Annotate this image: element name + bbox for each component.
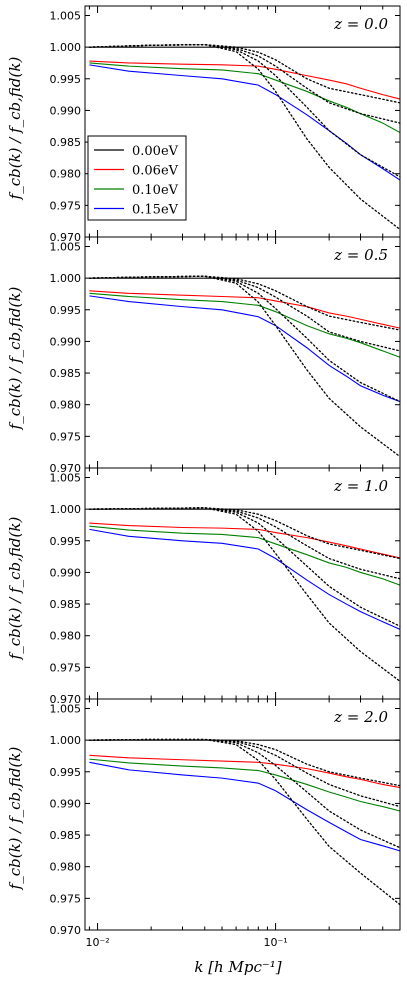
y-tick-label: 1.000 <box>50 734 82 747</box>
y-tick-label: 0.990 <box>50 335 82 348</box>
legend-entry: 0.10eV <box>132 183 179 198</box>
panels: 0.970 0.975 0.980 0.985 0.990 0.995 1.000 1.005… <box>50 5 401 949</box>
y-tick-label: 0.970 <box>50 693 82 706</box>
x-tick-label: 10⁻² <box>85 936 109 949</box>
z-label: z = 0.0 <box>333 15 388 33</box>
series-0.06eV <box>89 754 401 789</box>
dotted-curve-4 <box>88 43 401 104</box>
y-tick-label: 1.000 <box>50 503 82 516</box>
y-tick-label: 0.975 <box>50 892 82 905</box>
y-tick-label: 1.005 <box>50 9 82 22</box>
y-tick-label: 0.990 <box>50 104 82 117</box>
panel-1: 0.970 0.975 0.980 0.985 0.990 0.995 1.000 1.005… <box>50 236 401 475</box>
y-tick-label: 0.985 <box>50 598 82 611</box>
series-0.10eV <box>89 525 401 586</box>
y-tick-label: 1.005 <box>50 240 82 253</box>
series-0.10eV <box>89 758 401 812</box>
legend: 0.00eV 0.06eV 0.10eV 0.15eV <box>87 135 187 221</box>
y-tick-label: 0.985 <box>50 367 82 380</box>
series-0.10eV <box>89 292 401 358</box>
dotted-curve-6 <box>88 275 401 403</box>
series-0.06eV <box>89 290 401 329</box>
panel-0: 0.970 0.975 0.980 0.985 0.990 0.995 1.000 1.005… <box>50 5 401 244</box>
panel-3: 0.970 0.975 0.980 0.985 0.990 0.995 1.000 1.005… <box>50 698 401 949</box>
y-tick-label: 0.970 <box>50 462 82 475</box>
series-0.15eV <box>89 295 401 403</box>
y-tick-label: 1.000 <box>50 272 82 285</box>
y-tick-label: 0.970 <box>50 924 82 937</box>
z-label: z = 2.0 <box>333 708 388 726</box>
dotted-curve-7 <box>88 738 401 906</box>
x-axis-label: k [h Mpc⁻¹] <box>194 958 281 976</box>
y-tick-label: 1.000 <box>50 41 82 54</box>
y-tick-label: 0.995 <box>50 73 82 86</box>
y-tick-label: 0.990 <box>50 566 82 579</box>
series-0.10eV <box>89 62 401 134</box>
panel-frame <box>84 698 401 931</box>
panel-frame <box>84 467 401 700</box>
legend-entry: 0.06eV <box>132 164 179 179</box>
y-tick-label: 0.985 <box>50 136 82 149</box>
y-tick-label: 0.980 <box>50 399 82 412</box>
y-tick-label: 0.995 <box>50 535 82 548</box>
dotted-curve-7 <box>88 275 401 458</box>
series-0.06eV <box>89 522 401 559</box>
y-tick-label: 0.975 <box>50 430 82 443</box>
y-tick-label: 0.995 <box>50 766 82 779</box>
legend-entry: 0.00eV <box>132 144 179 159</box>
dotted-curve-5 <box>88 43 401 124</box>
y-tick-label: 0.995 <box>50 304 82 317</box>
legend-entry: 0.15eV <box>132 203 179 218</box>
dotted-curve-5 <box>88 507 401 580</box>
series-0.15eV <box>89 64 401 181</box>
y-tick-label: 0.980 <box>50 168 82 181</box>
y-tick-label: 0.980 <box>50 630 82 643</box>
series-0.15eV <box>89 761 401 852</box>
series-0.06eV <box>89 60 401 100</box>
y-tick-label: 1.005 <box>50 471 82 484</box>
dotted-curve-7 <box>88 43 401 231</box>
dotted-curve-4 <box>88 507 401 560</box>
y-tick-label: 0.975 <box>50 661 82 674</box>
x-tick-label: 10⁻¹ <box>263 936 287 949</box>
y-tick-label: 0.975 <box>50 199 82 212</box>
panel-2: 0.970 0.975 0.980 0.985 0.990 0.995 1.000 1.005… <box>50 467 401 706</box>
y-axis-label-2: f_cb(k) / f_cb,fid(k) <box>6 517 24 661</box>
z-label: z = 1.0 <box>333 477 388 495</box>
y-tick-label: 0.985 <box>50 829 82 842</box>
y-tick-label: 1.005 <box>50 702 82 715</box>
y-axis-label-0: f_cb(k) / f_cb,fid(k) <box>6 57 24 201</box>
y-tick-label: 0.980 <box>50 861 82 874</box>
y-axis-label-3: f_cb(k) / f_cb,fid(k) <box>6 747 24 891</box>
dotted-curve-5 <box>88 738 401 808</box>
series-0.15eV <box>89 528 401 630</box>
y-axis-label-1: f_cb(k) / f_cb,fid(k) <box>6 287 24 431</box>
dotted-curve-4 <box>88 275 401 331</box>
z-label: z = 0.5 <box>333 246 388 264</box>
y-tick-label: 0.990 <box>50 797 82 810</box>
panel-frame <box>84 236 401 469</box>
y-tick-label: 0.970 <box>50 231 82 244</box>
dotted-curve-7 <box>88 507 401 682</box>
